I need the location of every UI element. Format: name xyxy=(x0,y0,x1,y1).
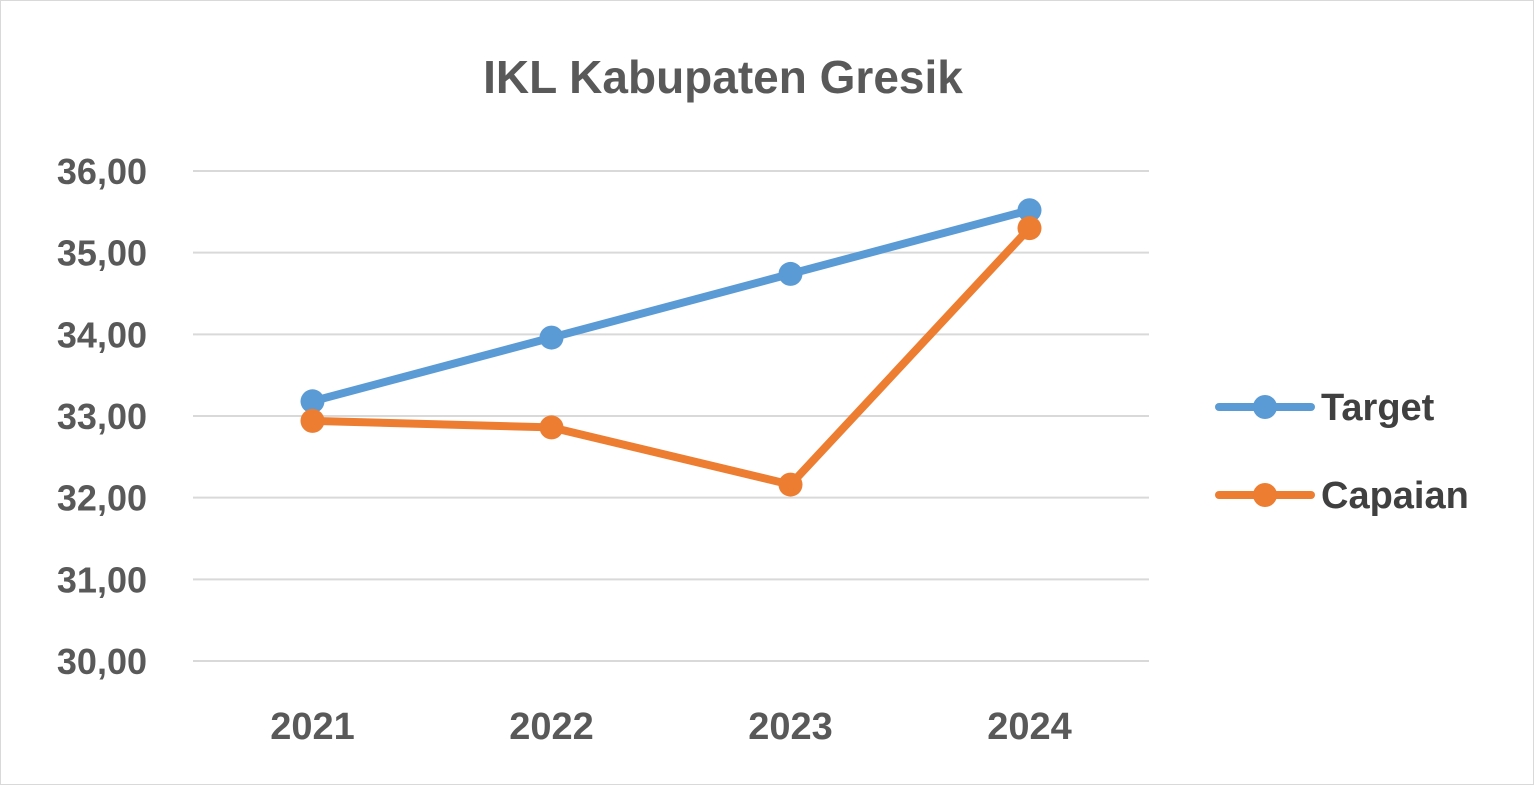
series-group xyxy=(300,198,1042,497)
y-tick-label: 34,00 xyxy=(57,314,147,355)
y-tick-label: 33,00 xyxy=(57,396,147,437)
series-line-target xyxy=(308,206,1034,406)
data-point-target xyxy=(778,261,803,286)
series-line-capaian xyxy=(308,224,1034,489)
data-point-capaian xyxy=(1017,216,1042,241)
x-tick-label: 2021 xyxy=(270,706,355,748)
legend-label-target: Target xyxy=(1321,387,1435,429)
legend-marker-capaian xyxy=(1253,483,1277,507)
y-tick-label: 31,00 xyxy=(57,559,147,600)
data-point-target xyxy=(539,325,564,350)
gridlines xyxy=(193,170,1149,662)
x-tick-label: 2024 xyxy=(987,706,1072,748)
legend-marker-target xyxy=(1253,395,1277,419)
data-point-capaian xyxy=(778,472,803,497)
y-tick-label: 30,00 xyxy=(57,641,147,682)
data-point-target xyxy=(1017,198,1042,223)
chart-title: IKL Kabupaten Gresik xyxy=(483,51,963,103)
legend-label-capaian: Capaian xyxy=(1321,475,1469,517)
legend: Target Capaian xyxy=(1215,387,1469,517)
x-tick-label: 2023 xyxy=(748,706,833,748)
y-tick-label: 32,00 xyxy=(57,478,147,519)
y-tick-label: 36,00 xyxy=(57,151,147,192)
data-point-capaian xyxy=(300,408,325,433)
data-point-target xyxy=(300,389,325,414)
x-axis-ticks: 2021 2022 2023 2024 xyxy=(270,706,1072,748)
data-point-capaian xyxy=(539,415,564,440)
x-tick-label: 2022 xyxy=(509,706,594,748)
y-axis-ticks: 30,00 31,00 32,00 33,00 34,00 35,00 36,00 xyxy=(57,151,147,682)
y-tick-label: 35,00 xyxy=(57,233,147,274)
